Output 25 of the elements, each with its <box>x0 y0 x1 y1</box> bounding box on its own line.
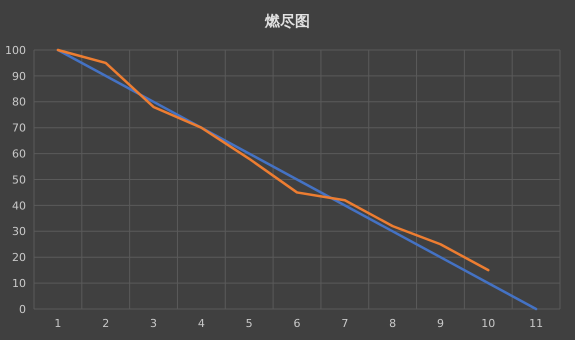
y-tick-label: 40 <box>12 199 26 212</box>
y-tick-label: 60 <box>12 147 26 160</box>
line-series <box>56 48 490 272</box>
line-series <box>56 48 538 310</box>
x-tick-label: 2 <box>102 317 110 330</box>
y-tick-label: 10 <box>12 276 26 290</box>
y-tick-label: 20 <box>12 251 26 264</box>
chart-title: 燃尽图 <box>264 12 310 30</box>
y-tick-label: 100 <box>5 44 26 57</box>
x-tick-label: 3 <box>150 317 158 330</box>
x-tick-label: 6 <box>294 317 300 330</box>
x-tick-label: 8 <box>389 317 396 330</box>
x-tick-label: 11 <box>529 317 544 330</box>
y-tick-label: 50 <box>12 173 26 186</box>
x-tick-label: 5 <box>246 317 253 330</box>
y-tick-label: 70 <box>12 122 26 135</box>
y-tick-label: 0 <box>19 302 26 316</box>
x-tick-label: 7 <box>341 317 348 330</box>
y-tick-label: 90 <box>12 70 26 83</box>
y-tick-label: 30 <box>12 225 26 238</box>
x-tick-label: 10 <box>481 317 496 330</box>
y-tick-label: 80 <box>12 96 26 109</box>
x-tick-label: 9 <box>436 317 444 330</box>
x-tick-label: 4 <box>198 317 205 330</box>
x-tick-label: 1 <box>54 317 62 330</box>
